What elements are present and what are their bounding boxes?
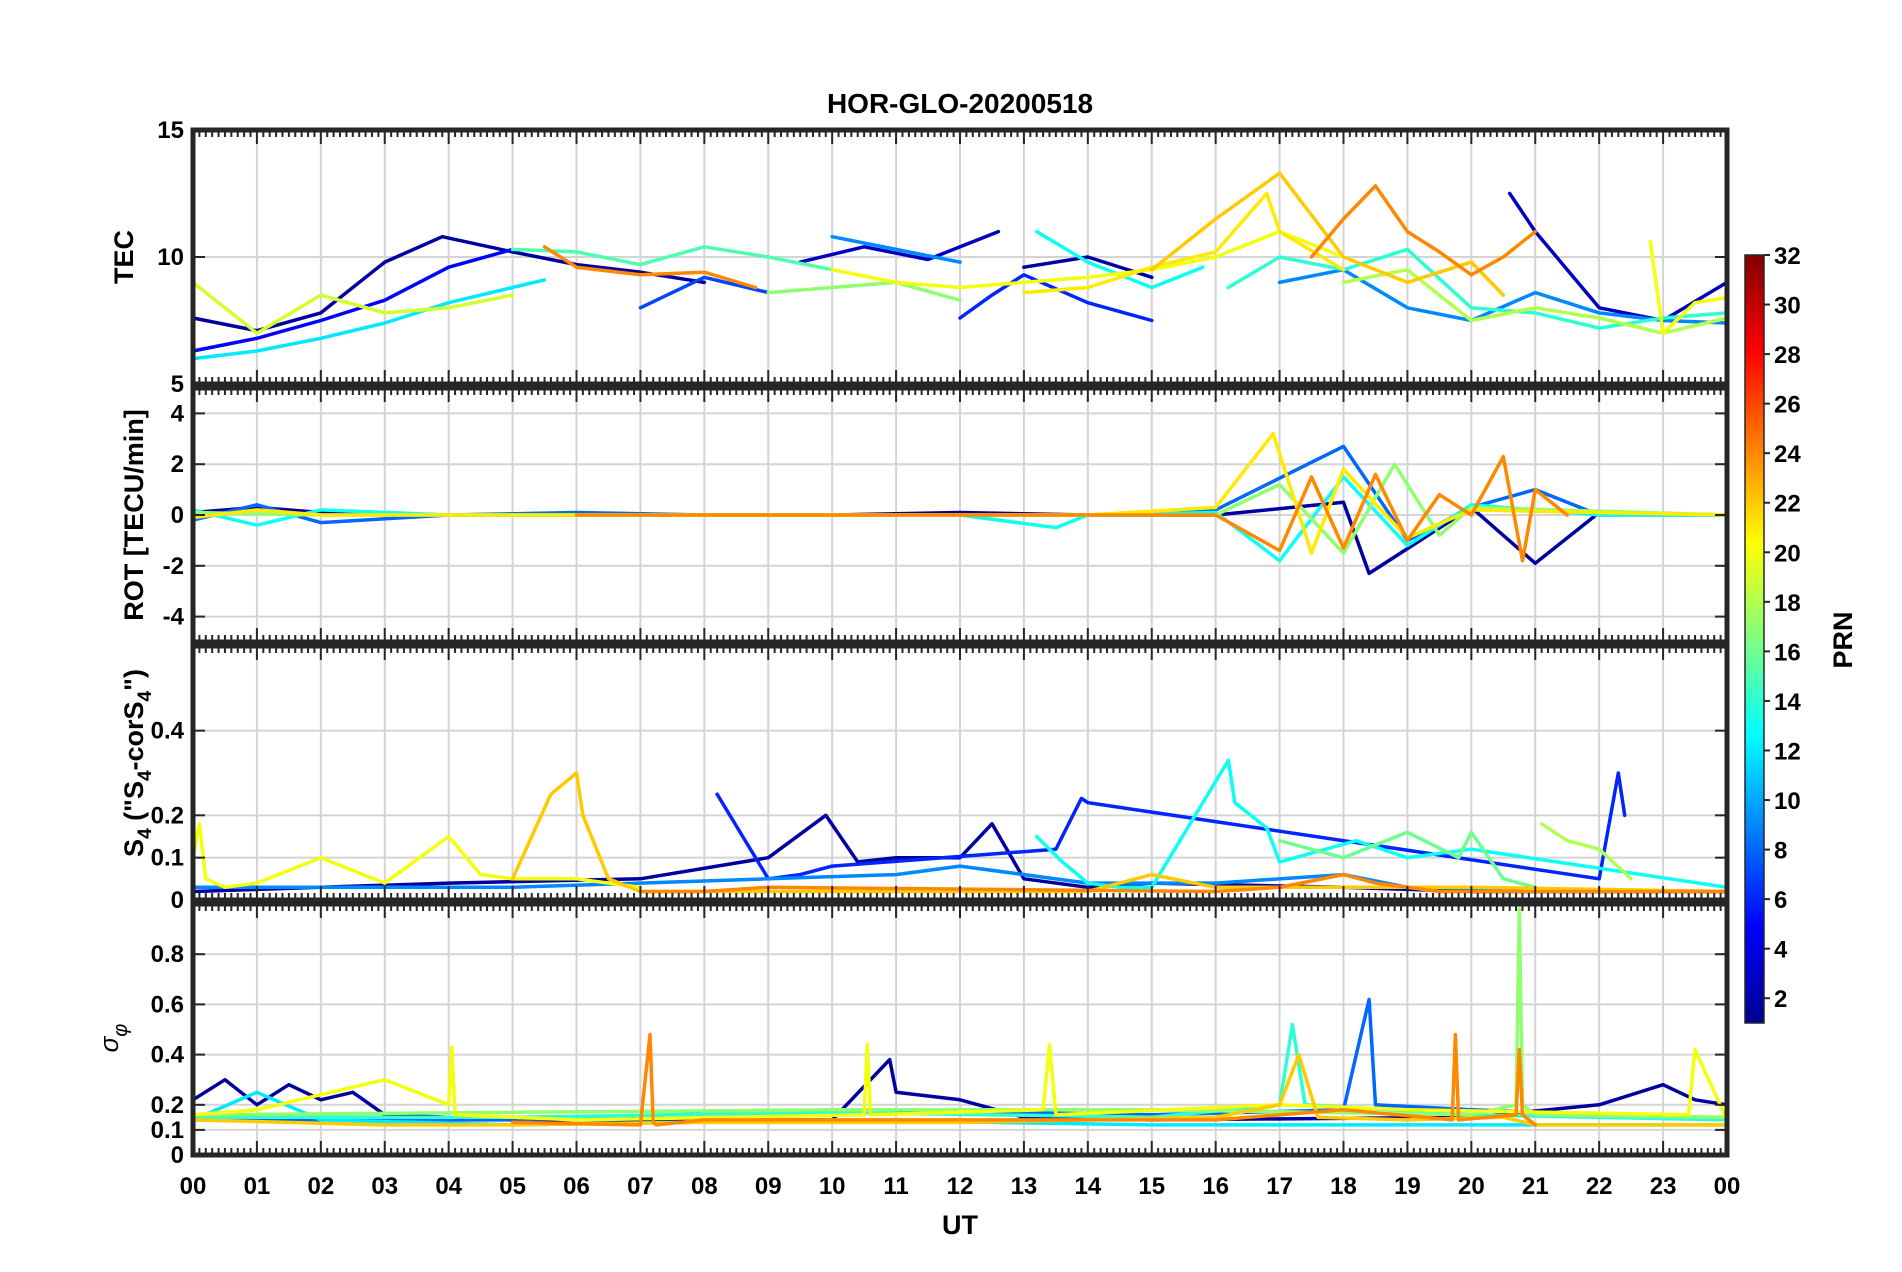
x-tick-label: 04 — [435, 1173, 462, 1200]
y-tick-label: 0.8 — [151, 941, 184, 968]
s4-ylabel: S4 ("S4-corS4") — [119, 669, 156, 857]
y-tick-label: 0 — [171, 1142, 184, 1169]
x-tick-label: 15 — [1138, 1173, 1165, 1200]
x-tick-label: 00 — [180, 1173, 207, 1200]
colorbar-tick-label: 8 — [1774, 838, 1787, 865]
x-tick-label: 01 — [244, 1173, 271, 1200]
x-tick-label: 03 — [371, 1173, 398, 1200]
series-line-prn-6 — [717, 773, 1625, 879]
colorbar-tick-label: 24 — [1774, 441, 1801, 468]
x-tick-label: 21 — [1522, 1173, 1549, 1200]
colorbar-tick-label: 22 — [1774, 491, 1801, 518]
x-tick-label: 22 — [1586, 1173, 1613, 1200]
y-tick-label: 5 — [171, 371, 184, 398]
x-tick-label: 09 — [755, 1173, 782, 1200]
x-tick-label: 02 — [307, 1173, 334, 1200]
series-line-prn-24 — [1312, 186, 1536, 275]
colorbar-label: PRN — [1828, 611, 1858, 668]
colorbar-tick-label: 20 — [1774, 540, 1801, 567]
y-tick-label: -4 — [163, 604, 185, 631]
colorbar-gradient — [1745, 255, 1764, 1023]
panel-tec: 5 10 15 TEC — [109, 117, 1727, 398]
y-tick-label: 0.1 — [151, 1117, 184, 1144]
x-tick-label: 06 — [563, 1173, 590, 1200]
chart-title: HOR-GLO-20200518 — [827, 88, 1093, 119]
ut-axis-tick-labels: 00 01 02 03 04 05 06 07 08 09 10 11 12 13 14 15 16 17 18 19… — [180, 1173, 1741, 1200]
colorbar-tick-label: 28 — [1774, 342, 1801, 369]
x-tick-label: 23 — [1650, 1173, 1677, 1200]
x-tick-label: 20 — [1458, 1173, 1485, 1200]
tec-grid — [193, 130, 1727, 384]
y-tick-label: 10 — [157, 244, 184, 271]
y-tick-label: 0 — [171, 887, 184, 914]
x-tick-label: 17 — [1266, 1173, 1293, 1200]
series-line-prn-19 — [193, 282, 513, 333]
x-tick-label: 16 — [1202, 1173, 1229, 1200]
y-tick-label: 0.2 — [151, 802, 184, 829]
series-line-prn-13 — [1037, 760, 1727, 887]
series-line-prn-24 — [577, 457, 1568, 561]
x-tick-label: 08 — [691, 1173, 718, 1200]
y-tick-label: 2 — [171, 451, 184, 478]
x-tick-label: 07 — [627, 1173, 654, 1200]
panel-sigma-phi: 00.10.2 0.4 0.6 0.8 σφ 00 01 02 03 04 05 06 07 08 09… — [94, 904, 1740, 1240]
series-line-prn-6 — [960, 275, 1152, 321]
y-tick-label: 0.2 — [151, 1092, 184, 1119]
x-axis-label: UT — [942, 1210, 978, 1240]
x-tick-label: 13 — [1011, 1173, 1038, 1200]
sigma-phi-ylabel: σφ — [94, 1024, 132, 1053]
x-tick-label: 11 — [883, 1173, 908, 1200]
x-tick-label: 19 — [1394, 1173, 1421, 1200]
colorbar-ticks: 2468101214161820222426283032 — [1764, 243, 1801, 1013]
colorbar-tick-label: 30 — [1774, 293, 1801, 320]
x-tick-label: 10 — [819, 1173, 846, 1200]
colorbar-tick-label: 26 — [1774, 392, 1801, 419]
y-tick-label: 0.4 — [151, 718, 185, 745]
y-tick-label: 0.6 — [151, 991, 184, 1018]
colorbar-tick-label: 4 — [1774, 937, 1788, 964]
colorbar-tick-label: 14 — [1774, 689, 1801, 716]
colorbar-tick-label: 10 — [1774, 788, 1801, 815]
x-tick-label: 12 — [947, 1173, 974, 1200]
x-tick-label: 05 — [499, 1173, 526, 1200]
y-tick-label: 0 — [171, 502, 184, 529]
series-line-prn-20 — [193, 824, 640, 888]
s4-axis-ticks: 0 0.1 0.2 0.4 — [151, 646, 1727, 914]
colorbar-tick-label: 2 — [1774, 986, 1787, 1013]
y-tick-label: 15 — [157, 117, 184, 144]
series-line-prn-12 — [193, 280, 545, 359]
y-tick-label: 0.4 — [151, 1042, 185, 1069]
series-line-prn-22 — [513, 773, 1727, 892]
y-tick-label: 0.1 — [151, 845, 184, 872]
rot-ylabel: ROT [TECU/min] — [119, 409, 149, 620]
panel-rot: -4 -2 0 2 4 ROT [TECU/min] — [119, 388, 1727, 642]
tec-ylabel: TEC — [109, 230, 139, 284]
x-tick-label: 18 — [1330, 1173, 1357, 1200]
panel-s4: 0 0.1 0.2 0.4 S4 ("S4-corS4") — [119, 646, 1727, 914]
y-tick-label: 4 — [171, 400, 185, 427]
colorbar-tick-label: 32 — [1774, 243, 1801, 270]
series-line-prn-22 — [1152, 173, 1504, 295]
colorbar-tick-label: 12 — [1774, 738, 1801, 765]
x-tick-label: 00 — [1714, 1173, 1741, 1200]
x-tick-label: 14 — [1074, 1173, 1101, 1200]
colorbar-tick-label: 6 — [1774, 887, 1787, 914]
y-tick-label: -2 — [163, 553, 184, 580]
colorbar-tick-label: 18 — [1774, 590, 1801, 617]
colorbar-tick-label: 16 — [1774, 639, 1801, 666]
